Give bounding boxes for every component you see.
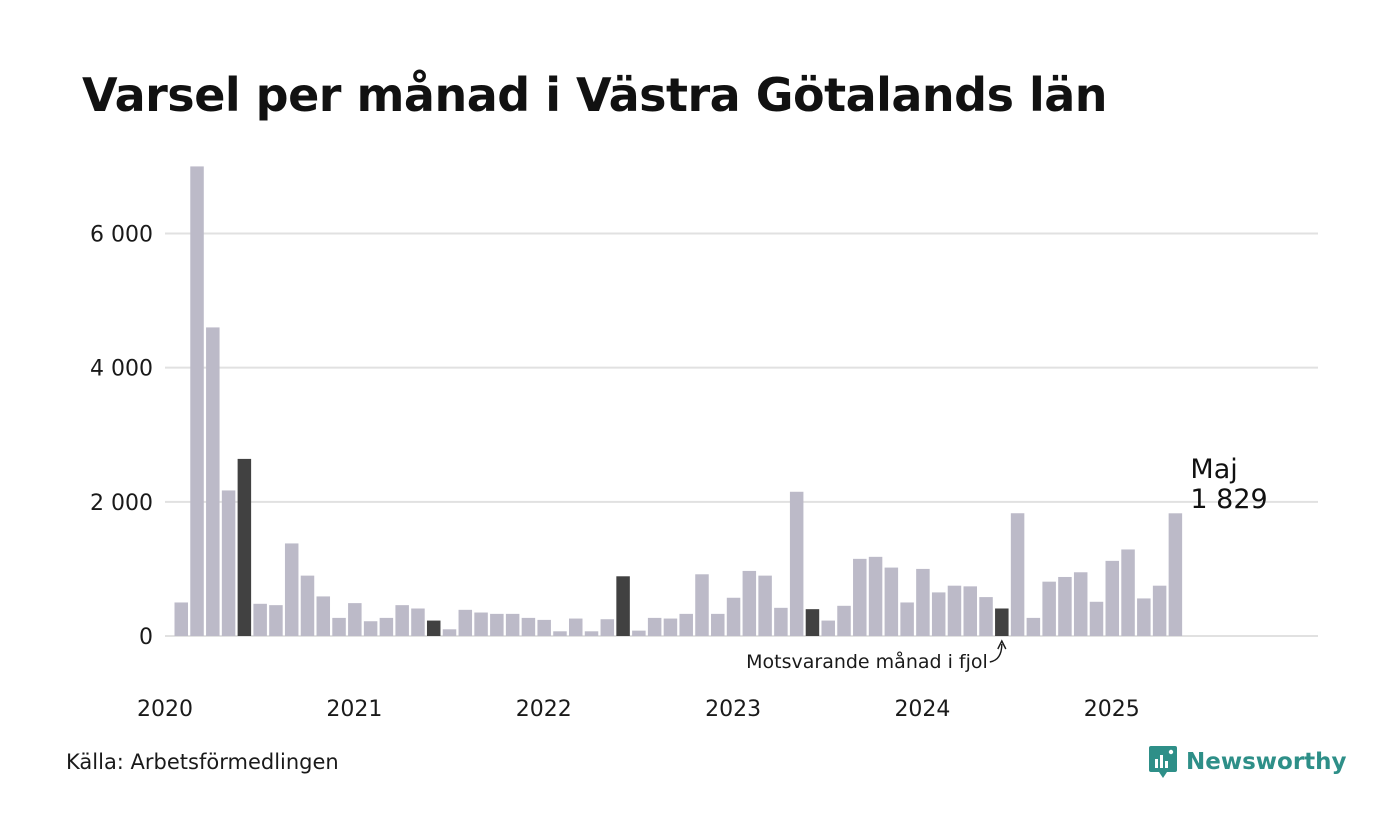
x-tick-label: 2022 (516, 697, 572, 722)
annotation-arrow (989, 643, 1003, 663)
bar (253, 603, 267, 636)
bar (332, 617, 346, 636)
bar (458, 609, 473, 636)
bar (726, 597, 741, 636)
bar (900, 602, 914, 636)
annotation-label: Motsvarande månad i fjol (746, 650, 988, 673)
newsworthy-logo-icon (1149, 746, 1177, 778)
x-tick-label: 2024 (894, 697, 950, 722)
bar (442, 629, 457, 636)
bar (679, 613, 693, 636)
brand-name: Newsworthy (1186, 749, 1347, 775)
bar (742, 570, 757, 636)
bar (411, 608, 425, 636)
bar (711, 613, 725, 636)
bar (379, 617, 394, 636)
bar (490, 613, 504, 636)
x-tick-label: 2023 (705, 697, 761, 722)
bar (647, 617, 662, 636)
bar (695, 574, 709, 636)
bar (584, 631, 599, 636)
bar (316, 596, 331, 636)
bar (931, 592, 946, 636)
bar (600, 619, 615, 636)
source-note: Källa: Arbetsförmedlingen (66, 750, 339, 774)
bar (1042, 581, 1056, 636)
bar (363, 621, 378, 636)
bars (174, 166, 1183, 636)
bar (837, 605, 851, 636)
bar (521, 617, 536, 636)
bar (505, 613, 520, 636)
bar (1105, 560, 1120, 636)
bar (884, 567, 899, 636)
bar (284, 543, 299, 636)
highlight-value-label: 1 829 (1190, 484, 1267, 515)
chart-title: Varsel per månad i Västra Götalands län (82, 68, 1108, 122)
bar (632, 630, 646, 636)
bar (174, 602, 188, 636)
bar (821, 620, 835, 636)
bar (300, 575, 315, 636)
bar (474, 612, 488, 636)
bar (916, 568, 930, 636)
bar (1121, 549, 1135, 636)
bar (868, 556, 883, 636)
bar (395, 605, 409, 636)
bar-same-month (616, 576, 630, 636)
annotation: Motsvarande månad i fjol (746, 639, 1007, 673)
y-tick-label: 6 000 (90, 223, 153, 248)
y-tick-label: 4 000 (90, 357, 153, 382)
x-tick-label: 2025 (1084, 697, 1140, 722)
bar (569, 618, 583, 636)
highlight-month-label: Maj (1190, 454, 1237, 485)
brand-logo[interactable]: Newsworthy (1148, 742, 1347, 782)
highlight-label: Maj 1 829 (1190, 454, 1267, 515)
bar (269, 605, 283, 636)
bar (537, 619, 551, 636)
bar (1026, 617, 1041, 636)
bar-same-month (426, 620, 441, 636)
y-tick-label: 0 (139, 625, 153, 650)
gridlines (165, 232, 1318, 637)
x-axis-tick-labels: 2020 2021 2022 2023 2024 2025 (137, 697, 1140, 722)
bar (774, 607, 788, 636)
bar (1089, 601, 1104, 636)
x-tick-label: 2020 (137, 697, 193, 722)
bar (979, 597, 993, 636)
bar (758, 575, 772, 636)
bar-same-month (995, 608, 1009, 636)
bar (789, 491, 804, 636)
y-axis-tick-labels: 0 2 000 4 000 6 000 (90, 223, 153, 651)
bar (1152, 585, 1167, 636)
bar (1137, 598, 1151, 636)
bar (348, 603, 362, 636)
y-tick-label: 2 000 (90, 491, 153, 516)
bar (663, 618, 678, 636)
bar (1058, 576, 1072, 636)
bar (963, 586, 977, 636)
x-tick-label: 2021 (326, 697, 382, 722)
bar (1168, 513, 1183, 636)
bar-same-month (805, 609, 820, 636)
bar (1073, 572, 1088, 636)
bar (206, 327, 220, 636)
bar (221, 490, 236, 636)
bar (553, 631, 567, 636)
bar (947, 585, 962, 636)
bar (190, 166, 204, 636)
bar-same-month (237, 458, 252, 636)
annotation-arrowhead (997, 639, 1007, 650)
bar (1010, 513, 1025, 636)
bar (853, 558, 867, 636)
